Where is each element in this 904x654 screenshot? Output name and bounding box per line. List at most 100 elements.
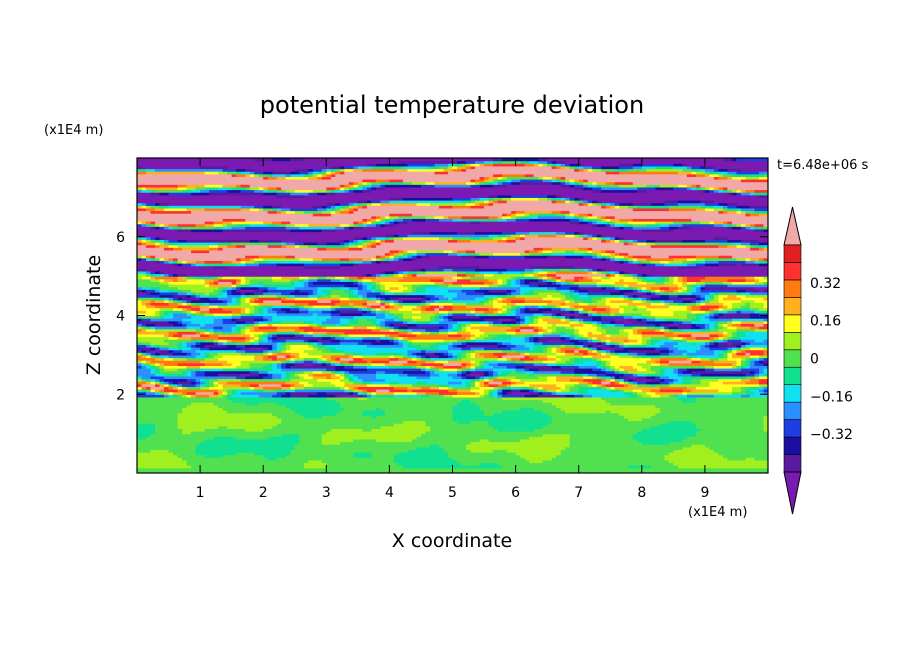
contour-cell: [479, 252, 494, 256]
contour-cell: [177, 184, 188, 188]
contour-cell: [673, 289, 679, 293]
contour-cell: [186, 352, 192, 356]
contour-cell: [628, 260, 634, 264]
contour-cell: [416, 375, 431, 380]
contour-cell: [470, 352, 476, 356]
contour-cell: [466, 323, 472, 327]
contour-cell: [614, 381, 620, 385]
contour-cell: [655, 375, 661, 380]
contour-cell: [749, 312, 760, 317]
contour-cell: [321, 210, 332, 214]
contour-cell: [425, 268, 445, 272]
contour-cell: [515, 365, 526, 369]
contour-cell: [249, 323, 255, 327]
contour-cell: [389, 328, 395, 332]
contour-cell: [754, 189, 768, 193]
contour-cell: [168, 391, 174, 395]
contour-cell: [646, 278, 665, 282]
contour-cell: [506, 184, 562, 188]
contour-cell: [146, 221, 152, 225]
contour-cell: [168, 449, 197, 453]
contour-cell: [745, 213, 751, 217]
contour-cell: [763, 373, 768, 377]
contour-cell: [718, 263, 738, 267]
contour-cell: [601, 186, 638, 191]
contour-cell: [479, 315, 517, 319]
contour-cell: [520, 270, 526, 275]
contour-cell: [466, 362, 472, 366]
contour-cell: [632, 433, 697, 437]
contour-cell: [375, 255, 381, 259]
contour-cell: [614, 375, 620, 380]
contour-cell: [542, 318, 562, 322]
contour-cell: [578, 320, 584, 324]
contour-cell: [493, 305, 503, 309]
contour-cell: [538, 163, 544, 167]
contour-cell: [578, 221, 589, 225]
contour-cell: [493, 236, 503, 240]
contour-cell: [529, 218, 571, 222]
contour-cell: [520, 386, 530, 390]
contour-cell: [425, 252, 449, 256]
contour-cell: [141, 189, 152, 193]
contour-cell: [353, 352, 363, 356]
contour-cell: [281, 291, 291, 296]
contour-cell: [673, 228, 756, 233]
contour-cell: [479, 236, 494, 240]
contour-cell: [659, 381, 670, 385]
contour-cell: [348, 291, 354, 296]
contour-cell: [254, 168, 296, 172]
contour-cell: [475, 231, 503, 235]
contour-cell: [294, 210, 305, 214]
contour-cell: [470, 420, 490, 424]
contour-cell: [601, 315, 625, 319]
contour-cell: [384, 302, 390, 306]
contour-cell: [461, 373, 467, 377]
contour-cell: [632, 373, 638, 377]
contour-cell: [763, 370, 768, 374]
contour-cell: [411, 268, 422, 272]
contour-cell: [727, 192, 733, 196]
contour-cell: [745, 357, 751, 361]
contour-cell: [218, 286, 224, 290]
contour-cell: [493, 412, 548, 416]
contour-cell: [308, 284, 345, 288]
contour-cell: [623, 378, 629, 382]
contour-cell: [411, 310, 422, 314]
contour-cell: [137, 289, 143, 293]
contour-cell: [736, 192, 742, 196]
contour-cell: [402, 354, 409, 359]
contour-cell: [646, 344, 661, 348]
contour-cell: [425, 294, 436, 298]
contour-cell: [290, 394, 309, 398]
contour-cell: [610, 339, 625, 343]
contour-cell: [569, 218, 580, 222]
contour-cell: [736, 289, 747, 293]
contour-cell: [619, 202, 634, 206]
contour-cell: [402, 249, 409, 254]
contour-cell: [249, 333, 255, 338]
contour-cell: [375, 315, 386, 319]
contour-cell: [722, 352, 729, 356]
contour-cell: [556, 213, 566, 217]
contour-cell: [497, 370, 503, 374]
contour-cell: [614, 318, 629, 322]
contour-cell: [583, 307, 593, 311]
contour-cell: [754, 328, 768, 332]
contour-cell: [375, 186, 386, 191]
contour-cell: [362, 394, 368, 398]
contour-cell: [317, 291, 327, 296]
contour-cell: [146, 207, 156, 212]
contour-cell: [402, 344, 409, 348]
contour-cell: [321, 176, 332, 180]
contour-cell: [150, 302, 170, 306]
contour-cell: [668, 276, 674, 280]
contour-cell: [488, 255, 526, 259]
contour-cell: [709, 323, 715, 327]
contour-cell: [533, 270, 539, 275]
contour-cell: [362, 286, 368, 290]
contour-cell: [258, 302, 296, 306]
contour-cell: [754, 357, 760, 361]
contour-cell: [587, 336, 593, 340]
contour-cell: [731, 323, 742, 327]
